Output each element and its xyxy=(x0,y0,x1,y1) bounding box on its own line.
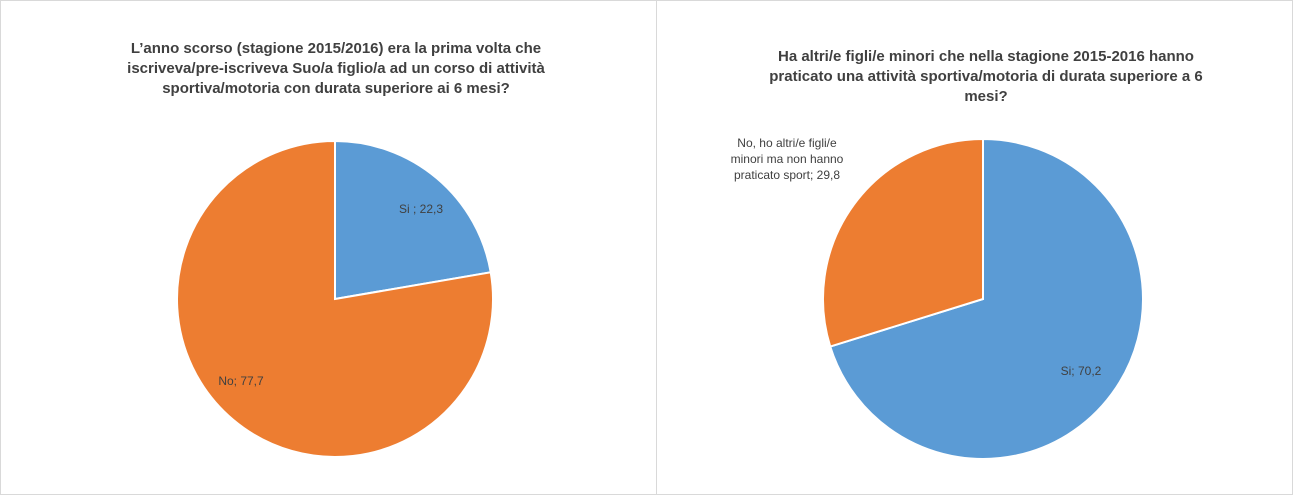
data-label: Si ; 22,3 xyxy=(398,202,444,216)
chart-title: Ha altri/e figli/e minori che nella stag… xyxy=(769,48,1203,105)
pie-slice xyxy=(828,137,1144,460)
pie-slice xyxy=(822,137,984,348)
pie-slice xyxy=(176,139,494,458)
data-label: Si; 70,2 xyxy=(1060,364,1102,378)
pie-slice xyxy=(334,139,492,301)
data-label: No; 77,7 xyxy=(218,374,264,388)
data-label: No, ho altri/e figli/e minori ma non han… xyxy=(730,136,844,182)
panel-divider xyxy=(656,1,657,494)
chart-title: L’anno scorso (stagione 2015/2016) era l… xyxy=(127,40,545,97)
